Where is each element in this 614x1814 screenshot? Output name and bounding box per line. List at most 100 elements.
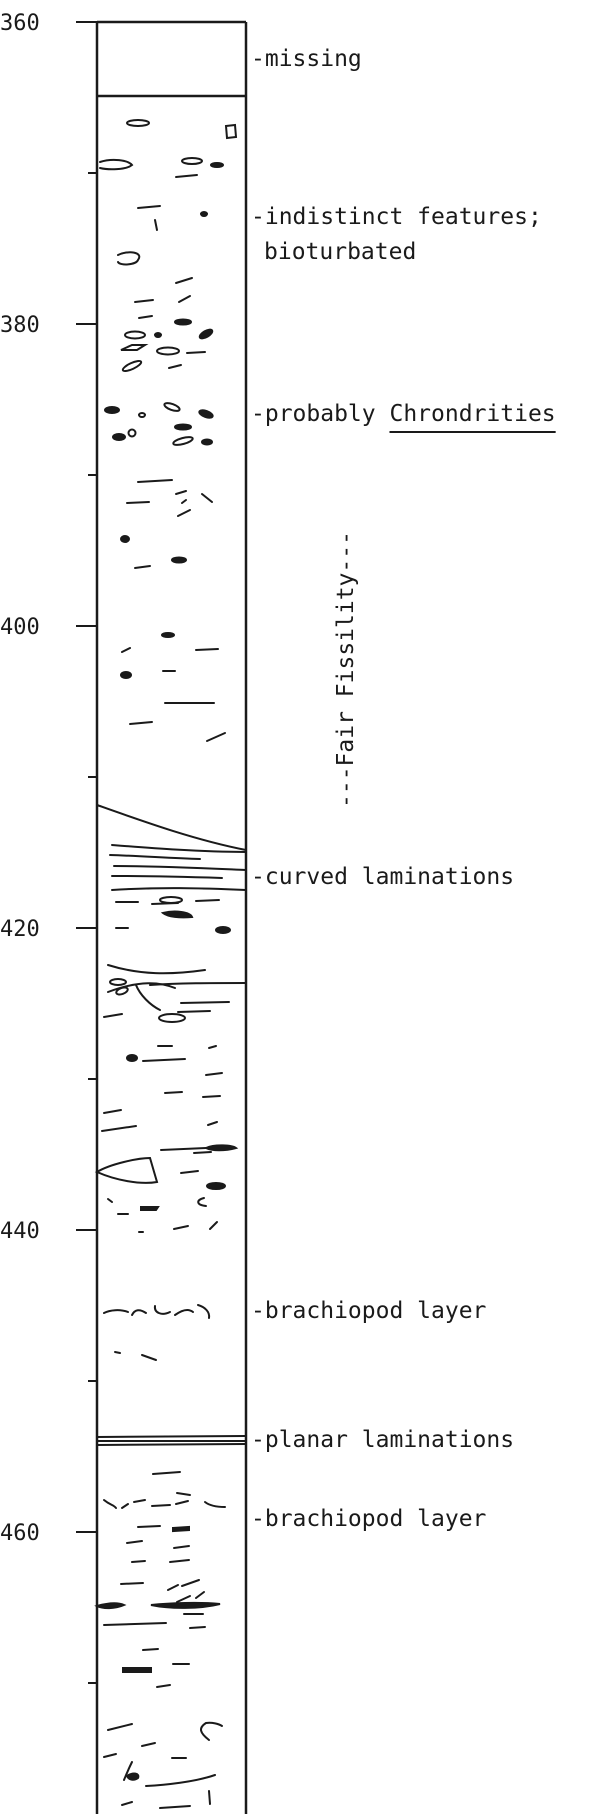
burrow-outline <box>158 1013 186 1023</box>
burrow-fill <box>174 318 192 326</box>
burrow-trace <box>175 174 198 178</box>
burrow-fill <box>120 671 132 679</box>
depth-tick-380: 380 <box>0 313 40 338</box>
curved-lamination <box>107 982 176 993</box>
trace-dash <box>141 1742 156 1747</box>
trace-dash <box>167 1584 179 1591</box>
brachiopod-shell <box>103 1309 129 1314</box>
burrow-outline <box>224 123 238 140</box>
burrow-outline <box>115 986 129 996</box>
burrow-trace <box>178 295 191 303</box>
trace-dash <box>193 1151 212 1154</box>
curved-lamination <box>96 804 247 851</box>
burrow-trace <box>168 364 182 369</box>
burrow-outline <box>121 359 143 373</box>
annotation-curved-laminations: -curved laminations <box>251 864 514 890</box>
trace-dash <box>152 1471 181 1475</box>
annotation-planar-laminations: -planar laminations <box>251 1427 514 1453</box>
trace-dash <box>103 1013 123 1018</box>
trace-dash <box>180 1170 199 1174</box>
burrow-outline <box>172 436 194 446</box>
depth-tick-460: 460 <box>0 1521 40 1546</box>
trace-dash <box>114 1351 121 1354</box>
burrow-outline <box>181 157 203 165</box>
burrow-fill <box>206 1182 226 1190</box>
trace-dash <box>173 1545 190 1549</box>
annotation-chondrites-name: Chrondrities <box>389 401 555 427</box>
curved-lamination <box>111 844 247 853</box>
trace-dash <box>159 1805 191 1809</box>
burrow-trace <box>123 1761 133 1781</box>
burrow-outline <box>120 344 149 351</box>
annotation-chondrites: -probably Chrondrities <box>251 401 556 427</box>
burrow-fill <box>120 535 130 543</box>
trace-dash <box>173 1225 189 1230</box>
curved-lamination <box>145 1774 216 1787</box>
trace-dash <box>120 1582 144 1585</box>
trace-dash <box>209 1221 218 1230</box>
brachiopod-shell <box>204 1501 226 1508</box>
depth-tick-360: 360 <box>0 11 40 36</box>
burrow-fill <box>210 162 224 168</box>
planar-lamination <box>96 1435 247 1438</box>
burrow-outline <box>99 158 134 171</box>
planar-lamination <box>96 1443 247 1446</box>
burrow-outline <box>159 896 183 904</box>
trace-dash <box>156 1684 171 1688</box>
burrow-outline <box>127 428 137 438</box>
trace-dash <box>121 1503 129 1509</box>
annotation-bioturbated: bioturbated <box>264 239 416 265</box>
burrow-outline <box>163 402 181 412</box>
burrow-fill <box>198 409 214 419</box>
curved-lamination <box>109 854 201 860</box>
lithic-clast <box>94 1156 159 1184</box>
trace-dash <box>131 1560 146 1563</box>
burrow-trace <box>177 509 191 517</box>
trace-dash <box>141 1354 157 1361</box>
trace-dash <box>208 1790 211 1805</box>
burrow-trace <box>126 501 150 504</box>
core-column <box>95 20 248 1814</box>
burrow-outline <box>104 406 120 414</box>
trace-dash <box>129 721 153 725</box>
burrow-fill <box>125 1772 140 1781</box>
trace-dash <box>126 1540 143 1544</box>
depth-tick-400: 400 <box>0 615 40 640</box>
trace-dash <box>208 1045 217 1049</box>
trace-dash <box>195 899 220 902</box>
trace-dash <box>207 1121 218 1126</box>
burrow-outline <box>109 978 127 986</box>
brachiopod-shell <box>131 1309 147 1316</box>
brachiopod-shell <box>197 1304 211 1319</box>
burrow-trace <box>137 205 161 209</box>
burrow-trace <box>197 1197 207 1207</box>
burrow-trace <box>175 490 187 495</box>
burrow-fill <box>150 1601 221 1609</box>
trace-dash <box>177 1010 211 1013</box>
trace-dash <box>121 1801 133 1806</box>
burrow-trace <box>181 499 187 504</box>
trace-dash <box>133 1499 146 1503</box>
trace-dash <box>195 648 219 651</box>
trace-dash <box>180 1001 230 1004</box>
trace-dash <box>103 1109 122 1114</box>
burrow-trace <box>138 315 153 319</box>
burrow-fill <box>122 1667 152 1673</box>
burrow-trace <box>186 351 206 354</box>
annotation-missing: -missing <box>251 46 362 72</box>
burrow-trace <box>137 479 173 483</box>
burrow-fill <box>140 1206 160 1211</box>
trace-dash <box>169 1559 190 1563</box>
trace-dash <box>176 1492 191 1496</box>
burrow-fill <box>201 438 213 446</box>
burrow-outline <box>138 412 146 418</box>
annotation-indistinct-features: -indistinct features; <box>251 204 542 230</box>
trace-dash <box>103 1622 167 1626</box>
trace-dash <box>107 1723 133 1731</box>
burrow-trace <box>134 299 154 303</box>
trace-dash <box>151 1504 171 1507</box>
trace-dash <box>107 1198 113 1203</box>
curved-lamination <box>113 865 247 871</box>
burrow-outline <box>126 119 150 127</box>
